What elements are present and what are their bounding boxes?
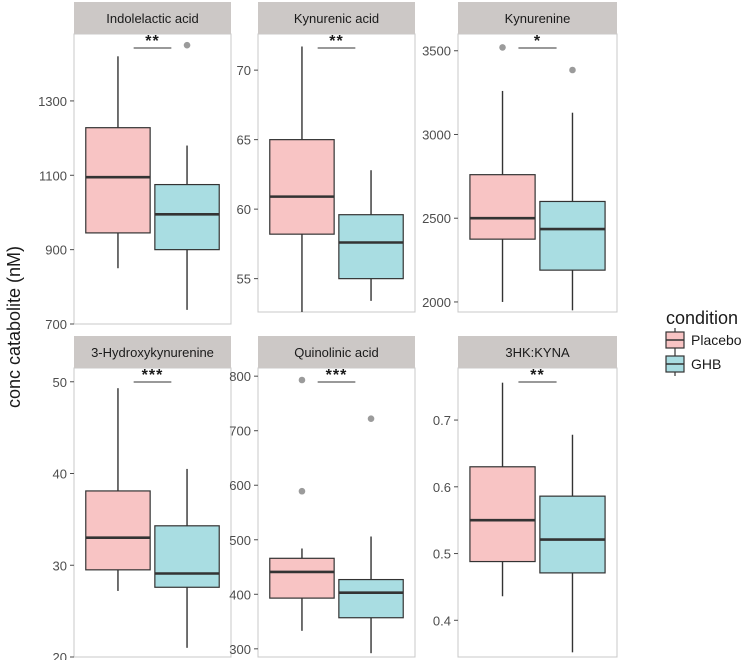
y-tick-label: 700 <box>229 424 251 439</box>
y-tick-label: 60 <box>237 202 251 217</box>
box-ghb <box>154 41 220 310</box>
box-ghb <box>338 415 404 654</box>
panel-strip <box>74 336 231 368</box>
significance-label: *** <box>326 367 348 384</box>
y-tick-label: 40 <box>53 467 67 482</box>
outlier-point <box>367 415 375 423</box>
panel-title: Indolelactic acid <box>106 11 199 26</box>
y-tick-label: 300 <box>229 642 251 657</box>
y-axis-label: conc catabolite (nM) <box>4 246 24 408</box>
box-ghb <box>154 468 220 648</box>
legend-item-placebo: Placebo <box>665 328 742 352</box>
y-tick-label: 0.7 <box>433 413 451 428</box>
panel-kynurenine: Kynurenine 2000 2500 3000 3500 * <box>422 2 618 313</box>
y-tick-label: 70 <box>237 63 251 78</box>
y-tick-label: 700 <box>45 317 67 332</box>
box-iqr <box>469 466 536 563</box>
y-tick-label: 600 <box>229 478 251 493</box>
y-tick-label: 0.4 <box>433 613 451 628</box>
box-placebo <box>269 376 335 631</box>
box-iqr <box>539 495 606 574</box>
y-tick-label: 900 <box>45 243 67 258</box>
box-ghb <box>539 66 606 311</box>
y-tick-label: 800 <box>229 369 251 384</box>
outlier-point <box>298 487 306 495</box>
y-tick-label: 3500 <box>422 44 451 59</box>
panel-strip <box>258 336 415 368</box>
box-placebo <box>269 46 335 312</box>
box-iqr <box>469 174 536 240</box>
y-tick-label: 0.5 <box>433 547 451 562</box>
y-tick-label: 30 <box>53 558 67 573</box>
y-tick-label: 3000 <box>422 127 451 142</box>
y-tick-label: 65 <box>237 133 251 148</box>
significance-label: ** <box>145 33 159 50</box>
panel-strip <box>74 2 231 34</box>
panel-strip <box>258 2 415 34</box>
outlier-point <box>569 66 576 74</box>
box-iqr <box>154 183 220 251</box>
outlier-point <box>298 376 306 384</box>
panel-title: 3HK:KYNA <box>505 345 570 360</box>
panel-title: Kynurenine <box>505 11 571 26</box>
y-tick-label: 400 <box>229 587 251 602</box>
y-tick-label: 1300 <box>38 94 67 109</box>
box-iqr <box>269 139 335 235</box>
y-tick-label: 2500 <box>422 211 451 226</box>
box-iqr <box>154 525 220 588</box>
outlier-point <box>183 41 191 49</box>
box-ghb <box>338 170 404 301</box>
significance-label: * <box>534 33 541 50</box>
significance-label: ** <box>329 33 343 50</box>
legend-title: condition <box>666 308 738 328</box>
y-tick-label: 55 <box>237 272 251 287</box>
significance-label: ** <box>530 367 544 384</box>
panel-strip <box>458 2 617 34</box>
y-tick-label: 20 <box>53 650 67 660</box>
box-iqr <box>338 578 404 619</box>
y-tick-label: 1100 <box>39 168 67 183</box>
y-tick-label: 2000 <box>422 295 451 310</box>
box-placebo <box>469 44 536 302</box>
legend-item-ghb: GHB <box>665 352 721 376</box>
y-tick-label: 0.6 <box>433 480 451 495</box>
box-iqr <box>269 557 335 599</box>
panel-title: Quinolinic acid <box>294 345 379 360</box>
y-tick-label: 500 <box>229 533 251 548</box>
outlier-point <box>499 44 506 51</box>
panels-group: Indolelactic acid70090011001300**Kynuren… <box>38 2 618 660</box>
box-placebo <box>85 56 151 269</box>
panel-title: Kynurenic acid <box>294 11 379 26</box>
y-tick-label: 50 <box>53 375 67 390</box>
box-placebo <box>469 382 536 597</box>
box-iqr <box>85 127 151 234</box>
box-iqr <box>539 200 606 271</box>
panel-kynurenic-acid: Kynurenic acid 55 60 65 70 ** <box>237 2 416 313</box>
box-iqr <box>85 490 151 571</box>
legend: condition Placebo GHB <box>665 308 742 376</box>
panel-3-hydroxykynurenine: 3-Hydroxykynurenine 20 30 40 50 *** <box>53 336 232 660</box>
significance-label: *** <box>142 367 164 384</box>
legend-label: GHB <box>691 356 721 372</box>
panel-3hk-kyna: 3HK:KYNA 0.4 0.5 0.6 0.7 ** <box>433 336 618 658</box>
box-placebo <box>85 388 151 591</box>
panel-title: 3-Hydroxykynurenine <box>91 345 214 360</box>
legend-label: Placebo <box>691 332 742 348</box>
box-ghb <box>539 434 606 653</box>
box-iqr <box>338 214 404 280</box>
panel-indolelactic-acid: Indolelactic acid 700 900 1100 1300 ** <box>38 2 232 332</box>
panel-quinolinic-acid: Quinolinic acid 300 400 500 600 700 800 *** <box>229 336 416 658</box>
panel-strip <box>458 336 617 368</box>
